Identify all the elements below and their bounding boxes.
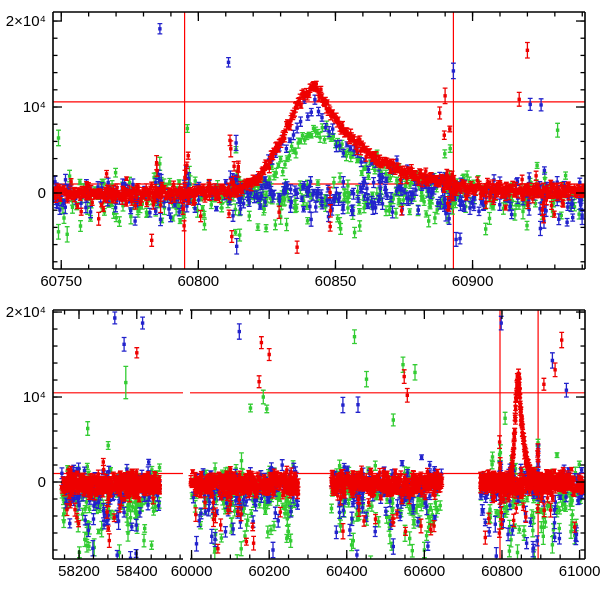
- green-series-error-bars: [56, 120, 585, 243]
- y-tick-label: 0: [38, 474, 46, 491]
- x-tick-label: 60600: [404, 563, 446, 580]
- axis-labels: 58200 58400 60000 60200 60400 60600 60800 61000…: [6, 304, 600, 580]
- x-tick-label: 58200: [58, 563, 100, 580]
- y-tick-label: 2×10⁴: [6, 304, 46, 321]
- plot-frame: [52, 309, 586, 560]
- y-tick-label: 10⁴: [23, 389, 46, 406]
- red-series-data-points: [53, 48, 585, 249]
- green-series-data-points: [56, 123, 585, 237]
- y-tick-label: 0: [38, 185, 46, 202]
- x-tick-label: 60800: [481, 563, 523, 580]
- y-tick-label: 10⁴: [23, 99, 46, 116]
- axis-ticks: [53, 12, 585, 269]
- x-tick-label: 60750: [40, 273, 82, 290]
- red-series-data-points: [60, 338, 585, 551]
- x-tick-label: 60200: [248, 563, 290, 580]
- x-tick-label: 58400: [116, 563, 158, 580]
- axis-ticks: [53, 310, 585, 559]
- top-panel: 60750 60800 60850 60900 0 10⁴ 2×10⁴: [6, 11, 586, 290]
- axis-labels: 60750 60800 60850 60900 0 10⁴ 2×10⁴: [6, 13, 494, 290]
- x-tick-label: 60400: [326, 563, 368, 580]
- x-tick-label: 60900: [452, 273, 494, 290]
- bottom-panel: 58200 58400 60000 60200 60400 60600 60800 61000…: [6, 304, 600, 580]
- x-tick-label: 60800: [177, 273, 219, 290]
- green-series-data-points: [60, 335, 585, 559]
- x-tick-label: 60850: [315, 273, 357, 290]
- blue-series-data-points: [60, 316, 585, 559]
- plot-frame: [52, 11, 586, 270]
- x-tick-label: 61000: [559, 563, 600, 580]
- x-tick-label: 60000: [171, 563, 213, 580]
- y-tick-label: 2×10⁴: [6, 13, 46, 30]
- green-series-error-bars: [59, 329, 585, 559]
